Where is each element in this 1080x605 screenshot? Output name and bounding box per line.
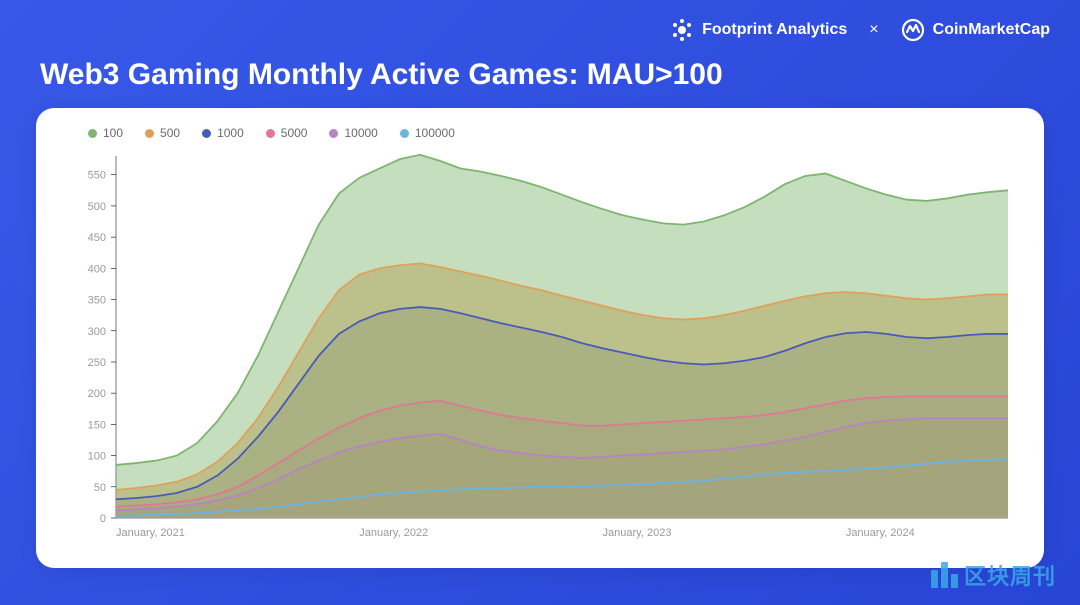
svg-text:550: 550 bbox=[88, 170, 106, 182]
svg-text:January, 2022: January, 2022 bbox=[359, 527, 428, 539]
svg-text:200: 200 bbox=[88, 388, 106, 400]
svg-text:400: 400 bbox=[88, 263, 106, 275]
legend-dot bbox=[145, 129, 154, 138]
legend-dot bbox=[202, 129, 211, 138]
page-title: Web3 Gaming Monthly Active Games: MAU>10… bbox=[0, 52, 1080, 108]
legend-item[interactable]: 100 bbox=[88, 126, 123, 140]
svg-text:450: 450 bbox=[88, 232, 106, 244]
brand-text-1: Footprint Analytics bbox=[702, 21, 847, 39]
svg-text:January, 2021: January, 2021 bbox=[116, 527, 185, 539]
svg-text:300: 300 bbox=[88, 326, 106, 338]
svg-text:150: 150 bbox=[88, 419, 106, 431]
legend-dot bbox=[400, 129, 409, 138]
svg-text:50: 50 bbox=[94, 482, 106, 494]
legend-label: 100 bbox=[103, 126, 123, 140]
brand-text-2: CoinMarketCap bbox=[933, 21, 1050, 39]
legend-label: 5000 bbox=[281, 126, 308, 140]
legend-item[interactable]: 500 bbox=[145, 126, 180, 140]
footprint-icon bbox=[670, 18, 694, 42]
legend: 100 500 1000 5000 10000 100000 bbox=[60, 126, 1020, 140]
svg-text:500: 500 bbox=[88, 201, 106, 213]
svg-text:250: 250 bbox=[88, 357, 106, 369]
svg-text:100: 100 bbox=[88, 451, 106, 463]
svg-text:January, 2024: January, 2024 bbox=[846, 527, 915, 539]
legend-label: 100000 bbox=[415, 126, 455, 140]
brand-separator: × bbox=[869, 21, 878, 39]
chart-card: 100 500 1000 5000 10000 100000 0 50 100 150 200 25… bbox=[36, 108, 1044, 568]
watermark-bars-icon bbox=[931, 562, 958, 588]
legend-dot bbox=[266, 129, 275, 138]
header: Footprint Analytics × CoinMarketCap bbox=[0, 0, 1080, 52]
legend-dot bbox=[88, 129, 97, 138]
brand-footprint: Footprint Analytics bbox=[670, 18, 847, 42]
legend-item[interactable]: 10000 bbox=[329, 126, 377, 140]
legend-label: 1000 bbox=[217, 126, 244, 140]
chart-area: 0 50 100 150 200 250 300 350 400 450 500 550 January… bbox=[60, 148, 1020, 548]
svg-text:January, 2023: January, 2023 bbox=[603, 527, 672, 539]
legend-label: 500 bbox=[160, 126, 180, 140]
stacked-area-chart: 0 50 100 150 200 250 300 350 400 450 500 550 January… bbox=[60, 148, 1020, 548]
svg-text:0: 0 bbox=[100, 513, 106, 525]
legend-item[interactable]: 100000 bbox=[400, 126, 455, 140]
svg-text:350: 350 bbox=[88, 295, 106, 307]
legend-dot bbox=[329, 129, 338, 138]
legend-item[interactable]: 5000 bbox=[266, 126, 308, 140]
cmc-icon bbox=[901, 18, 925, 42]
watermark-text: 区块周刊 bbox=[964, 559, 1056, 591]
watermark: 区块周刊 bbox=[931, 559, 1056, 591]
brand-cmc: CoinMarketCap bbox=[901, 18, 1050, 42]
legend-item[interactable]: 1000 bbox=[202, 126, 244, 140]
legend-label: 10000 bbox=[344, 126, 377, 140]
